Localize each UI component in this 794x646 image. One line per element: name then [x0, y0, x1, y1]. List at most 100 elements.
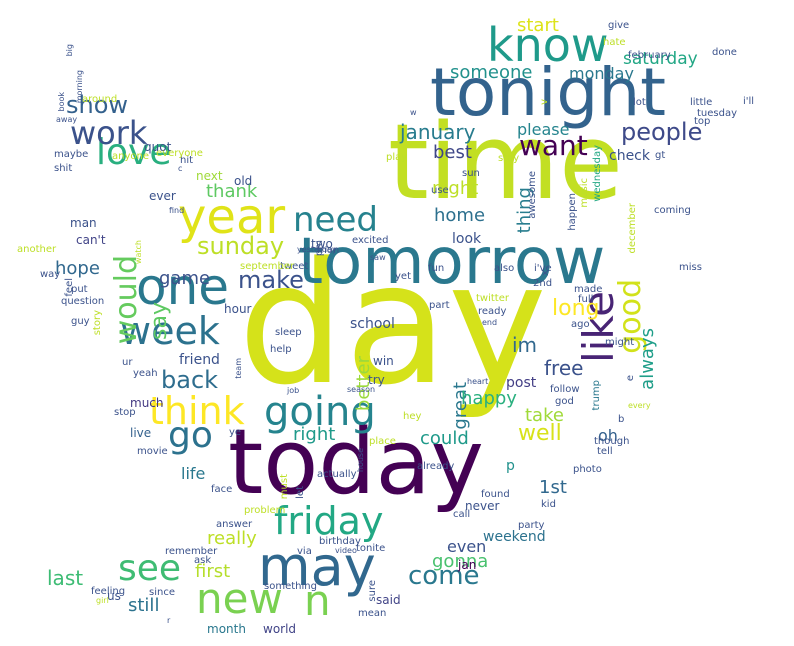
word-month: month	[207, 622, 246, 636]
word-around: around	[82, 94, 118, 105]
word-something: something	[264, 581, 317, 592]
word-tuesday: tuesday	[697, 108, 738, 119]
word-birthday: birthday	[319, 536, 361, 547]
word-please: please	[517, 120, 570, 139]
word-sunday: sunday	[197, 232, 285, 260]
word-must: must	[279, 474, 290, 500]
word-video: video	[335, 546, 357, 555]
word-live: live	[130, 426, 152, 440]
word-free: free	[544, 356, 584, 380]
word-2nd: 2nd	[533, 278, 553, 289]
word-ye: ye	[229, 427, 242, 438]
word-two: two	[311, 237, 333, 251]
word-end: end	[482, 318, 498, 327]
word-girl: girl	[96, 596, 109, 605]
word-monday: monday	[569, 64, 634, 83]
word-find: find	[169, 206, 185, 215]
word-top: top	[694, 116, 711, 127]
word-people: people	[621, 118, 703, 146]
word-excited: excited	[352, 235, 389, 246]
word-hate: hate	[603, 37, 626, 48]
word-year: year	[178, 189, 286, 245]
word-january: january	[400, 120, 476, 144]
word-make: make	[238, 266, 304, 294]
word-friday: friday	[274, 499, 384, 543]
word-sure: sure	[367, 580, 378, 602]
word-kid: kid	[541, 499, 556, 510]
word-take: take	[525, 405, 564, 426]
word-feeling: feeling	[91, 586, 126, 597]
word-fun: fun	[428, 263, 445, 274]
word-maybe: maybe	[54, 149, 89, 160]
word-might: might	[605, 337, 635, 348]
word-big: big	[65, 44, 74, 57]
word-though: though	[594, 436, 630, 447]
word-game: game	[159, 268, 211, 289]
word-v: v	[539, 99, 550, 105]
word-sun: sun	[462, 168, 480, 179]
word-love: love	[96, 132, 172, 173]
word-anyone: anyone	[112, 151, 149, 162]
word-remember: remember	[165, 546, 218, 557]
word-right: right	[293, 424, 336, 445]
word-february: february	[628, 50, 671, 61]
word-awesome: awesome	[527, 171, 538, 219]
word-follow: follow	[550, 384, 580, 395]
word-ur: ur	[122, 357, 133, 368]
word-may: may	[258, 535, 376, 598]
word-tell: tell	[597, 446, 613, 457]
word-party: party	[518, 520, 545, 531]
word-man: man	[70, 216, 97, 230]
word-b: b	[618, 414, 625, 425]
word-part: part	[429, 300, 450, 311]
word-1st: 1st	[539, 477, 567, 498]
word-answer: answer	[216, 519, 253, 530]
word-another: another	[17, 244, 57, 255]
word-watch: watch	[134, 240, 143, 265]
word-gt: gt	[655, 150, 666, 161]
word-gonna: gonna	[432, 551, 489, 572]
word-best: best	[433, 142, 472, 163]
word-week: week	[120, 309, 220, 353]
word-saw: saw	[370, 253, 386, 262]
word-think: think	[149, 389, 245, 433]
word-tonight: tonight	[430, 54, 667, 131]
word-september: september	[240, 261, 295, 272]
word-call: call	[453, 509, 471, 520]
word-someone: someone	[450, 62, 533, 83]
word-done: done	[712, 47, 737, 58]
word-p: p	[506, 458, 515, 474]
word-home: home	[434, 205, 486, 226]
word-life: life	[181, 464, 206, 483]
word-world: world	[263, 622, 297, 636]
word-tweet: tweet	[280, 261, 309, 272]
word-tonite: tonite	[356, 543, 386, 554]
word-friend: friend	[179, 352, 220, 368]
word-im: im	[512, 333, 538, 357]
word-team: team	[234, 358, 243, 379]
word-away: away	[56, 115, 78, 124]
word-try: try	[368, 373, 385, 387]
word-much: much	[130, 396, 164, 410]
word-yet: yet	[395, 271, 411, 282]
word-yeah: yeah	[133, 368, 158, 379]
word-today: today	[228, 410, 484, 515]
word-go: go	[168, 415, 213, 456]
word-hey: hey	[403, 411, 422, 422]
word-let: let	[295, 486, 306, 499]
word-weekend: weekend	[483, 529, 546, 545]
word-happen: happen	[567, 193, 578, 231]
word-job: job	[287, 386, 300, 395]
word-house: house	[356, 448, 365, 473]
word-full: full	[578, 294, 594, 305]
word-x: x	[540, 270, 551, 276]
word-made: made	[574, 284, 603, 295]
word-ready: ready	[478, 306, 507, 317]
word-trump: trump	[591, 380, 602, 411]
word-way: way	[40, 269, 61, 280]
word-ask: ask	[194, 555, 212, 566]
word-ever: ever	[149, 189, 176, 203]
word-i-ve: i've	[534, 263, 552, 274]
word-n: n	[304, 576, 331, 625]
